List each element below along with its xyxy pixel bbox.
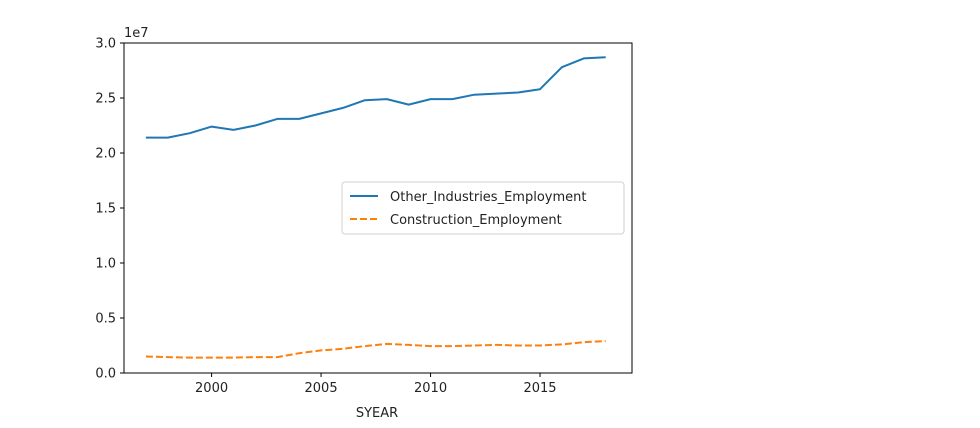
x-tick-label: 2005 [305,381,338,396]
y-axis: 0.0 0.5 1.0 1.5 2.0 2.5 3.0 [95,37,124,382]
x-tick-label: 2015 [523,381,556,396]
y-tick-label: 2.0 [95,147,116,162]
legend-label: Other_Industries_Employment [390,190,586,205]
y-tick-label: 0.5 [95,312,116,327]
legend-box [341,181,625,235]
y-tick-label: 0.0 [95,367,116,382]
series-line-1 [145,56,606,139]
legend: Other_Industries_Employment Construction_… [341,181,625,235]
x-axis: 2000 2005 2010 2015 [195,373,557,396]
y-axis-offset-label: 1e7 [124,26,149,41]
x-tick-label: 2000 [195,381,228,396]
y-tick-label: 1.5 [95,202,116,217]
y-tick-label: 3.0 [95,37,116,52]
plot-frame [123,42,633,374]
x-tick-label: 2010 [414,381,447,396]
series-line-2 [145,340,606,359]
x-axis-title: SYEAR [356,406,398,421]
y-tick-label: 1.0 [95,257,116,272]
plot-area [145,56,606,359]
y-tick-label: 2.5 [95,92,116,107]
legend-label: Construction_Employment [390,213,562,228]
